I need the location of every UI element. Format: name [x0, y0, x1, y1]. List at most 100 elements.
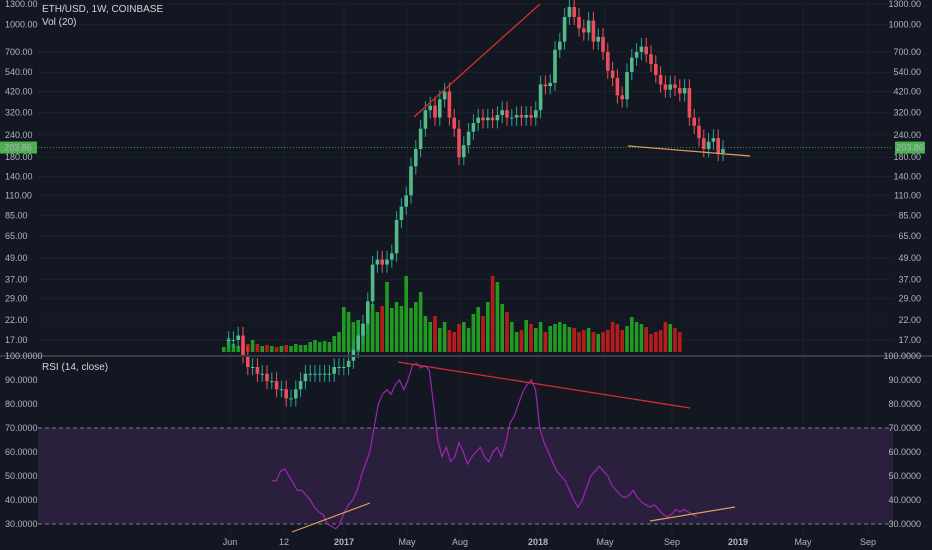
candle-body: [687, 87, 692, 118]
candle-body: [284, 389, 288, 399]
volume-bar: [250, 340, 255, 352]
candle-body: [260, 373, 264, 375]
candle-body: [342, 366, 346, 368]
candle-body: [236, 335, 240, 340]
volume-bar: [313, 340, 317, 352]
candle-body: [313, 373, 317, 375]
candle-body: [543, 84, 548, 87]
volume-bar: [476, 307, 480, 352]
candle-body: [620, 95, 624, 100]
volume-bar: [308, 342, 312, 352]
candle-body: [322, 373, 327, 375]
candle-body: [606, 51, 610, 71]
volume-bar: [577, 332, 581, 352]
rsi-trendline-orange-left: [291, 502, 371, 533]
candle-body: [596, 36, 600, 42]
volume-bar: [630, 317, 634, 352]
volume-bar: [274, 347, 279, 352]
price-axis-label: 180.00: [893, 152, 921, 162]
rsi-axis-label: 80.0000: [888, 399, 921, 409]
price-axis-label-left: 180.00: [5, 152, 33, 162]
time-axis-label: Sep: [664, 537, 680, 547]
candle-body: [586, 20, 591, 33]
candle-body: [654, 63, 658, 75]
volume-bar: [438, 328, 442, 352]
candle-body: [423, 110, 428, 129]
volume-bar: [342, 307, 346, 352]
candle-body: [226, 340, 231, 341]
candle-body: [582, 28, 586, 33]
time-axis-label: 12: [279, 537, 289, 547]
volume-bar: [442, 322, 447, 352]
last-price-badge-left: [0, 141, 37, 154]
volume-bar: [236, 346, 240, 352]
candle-body: [610, 70, 615, 79]
time-axis-label: 2018: [528, 537, 548, 547]
volume-bar: [586, 328, 591, 352]
volume-bar: [222, 347, 226, 352]
candle-body: [514, 115, 519, 118]
volume-bar: [596, 334, 600, 352]
candle-body: [567, 7, 572, 17]
candle-body: [562, 16, 567, 42]
price-axis-label-left: 540.00: [5, 67, 33, 77]
rsi-axis-label: 70.0000: [888, 423, 921, 433]
candle-body: [658, 74, 663, 85]
volume-bar: [399, 306, 404, 352]
volume-bar: [452, 332, 456, 352]
candle-body: [702, 138, 706, 150]
candle-body: [634, 51, 639, 58]
candle-body: [270, 381, 274, 383]
volume-bar: [548, 326, 552, 352]
last-price-badge: [895, 141, 925, 154]
price-axis-label: 320.00: [893, 108, 921, 118]
candle-body: [375, 259, 380, 265]
candle-body: [241, 335, 245, 356]
volume-bar: [466, 328, 471, 352]
candle-body: [519, 115, 524, 118]
volume-bar: [663, 322, 668, 352]
last-price-label: 203.86: [896, 143, 924, 153]
candle-body: [673, 84, 677, 88]
candle-body: [510, 117, 514, 119]
volume-bar: [375, 312, 380, 352]
volume-bar: [418, 292, 423, 352]
volume-bar: [481, 316, 485, 352]
volume-bar: [610, 322, 615, 352]
volume-bar: [366, 312, 370, 352]
price-trendline-red: [413, 3, 541, 118]
rsi-axis-label-left: 40.0000: [5, 495, 38, 505]
candle-body: [500, 110, 504, 116]
price-axis-label: 110.00: [894, 190, 921, 200]
rsi-axis-label: 30.0000: [888, 519, 921, 529]
last-price-label-left: 203.86: [4, 143, 32, 153]
price-axis-label-left: 240.00: [5, 130, 33, 140]
volume-bar: [634, 322, 639, 352]
candle-body: [711, 138, 716, 142]
volume-bar: [327, 342, 332, 352]
volume-bar: [260, 346, 264, 352]
candle-body: [289, 398, 293, 400]
volume-bar: [346, 312, 351, 352]
rsi-trendline-orange-right: [649, 506, 736, 522]
volume-bar: [558, 322, 562, 352]
time-axis-label: Aug: [452, 537, 468, 547]
price-trendline-orange: [627, 145, 751, 157]
candle-body: [663, 84, 668, 90]
candle-body: [553, 49, 557, 83]
candle-body: [706, 141, 711, 150]
candle-body: [601, 36, 605, 52]
candle-body: [370, 264, 375, 302]
volume-bar: [265, 345, 269, 352]
volume-bar: [289, 346, 293, 352]
price-axis-label: 1000.00: [888, 19, 921, 29]
candle-body: [366, 301, 370, 324]
volume-bar: [433, 316, 437, 352]
candle-body: [428, 105, 432, 111]
price-axis-label: 85.00: [898, 210, 921, 220]
volume-bar: [572, 328, 576, 352]
candle-body: [318, 373, 322, 375]
candle-body: [327, 373, 332, 375]
volume-bar: [553, 324, 557, 352]
